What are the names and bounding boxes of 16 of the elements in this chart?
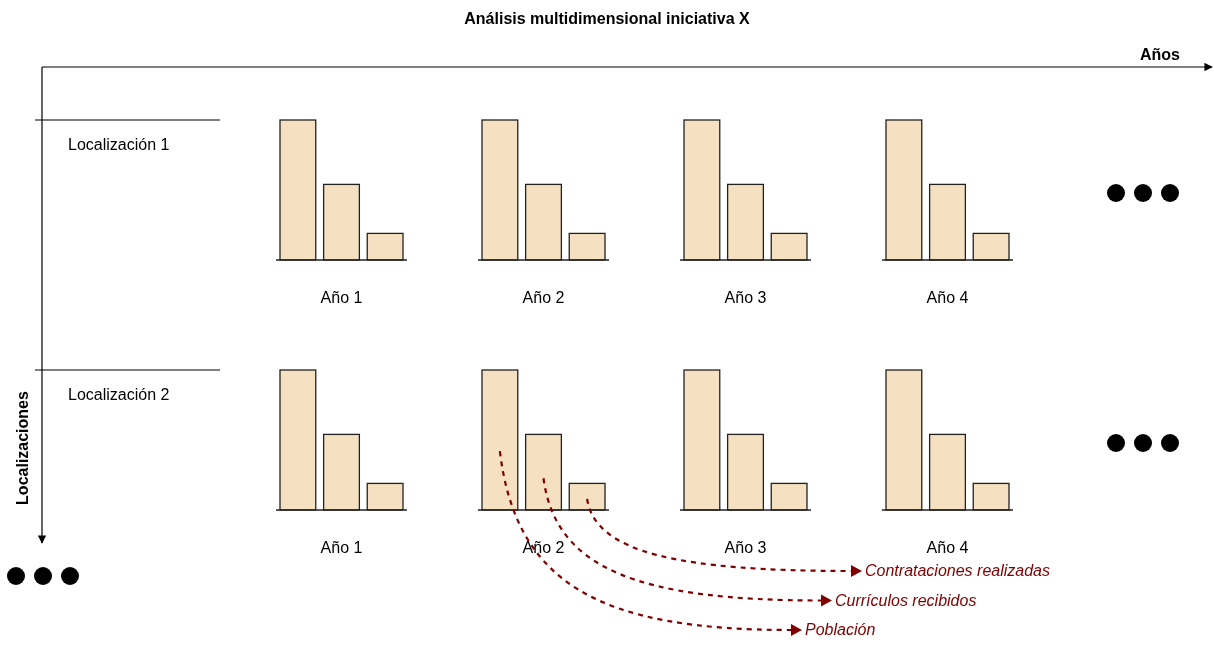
x-axis-title: Año 4 <box>926 289 969 306</box>
text: Análisis multidimensional iniciativa X <box>464 10 751 27</box>
text: Localización 2 <box>68 386 170 403</box>
x-axis-title: Año 4 <box>926 539 969 556</box>
x-axis-title: Año 2 <box>522 289 565 306</box>
x-axis-title: Año 3 <box>724 289 767 306</box>
x-axis-title: Año 3 <box>724 539 767 556</box>
x-axis-title: Año 1 <box>320 539 363 556</box>
x-axis-title: Año 1 <box>320 289 363 306</box>
x-axis-title: Año 2 <box>522 539 565 556</box>
text: Población <box>805 621 876 638</box>
text: Localizaciones <box>14 390 31 505</box>
text: Contrataciones realizadas <box>865 562 1050 579</box>
text: Currículos recibidos <box>835 591 977 609</box>
text: Años <box>1140 46 1181 63</box>
text: Localización 1 <box>68 136 170 153</box>
